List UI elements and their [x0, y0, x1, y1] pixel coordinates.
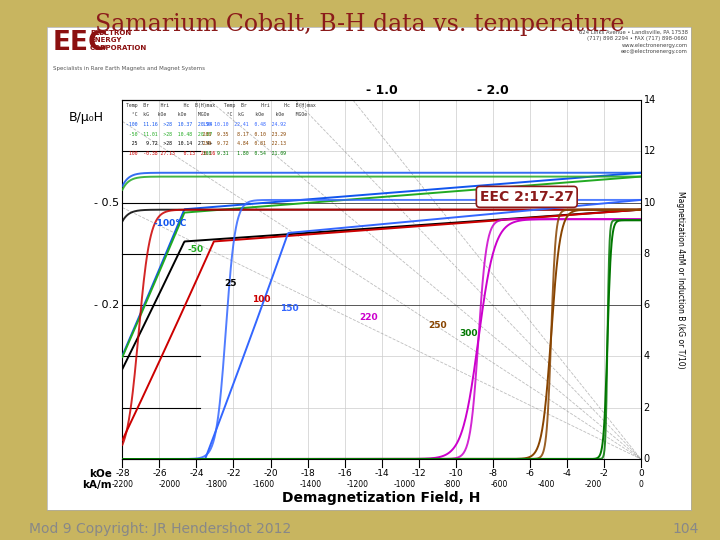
Text: 25: 25 [224, 279, 237, 288]
Text: 200  9.35   8.17  0.10  23.29: 200 9.35 8.17 0.10 23.29 [194, 132, 287, 137]
Text: 0: 0 [644, 454, 650, 464]
Text: Temp  Br    Hri     Hc  B(H)max   Temp  Br     Hri     Hc  B(H)max: Temp Br Hri Hc B(H)max Temp Br Hri Hc B(… [126, 103, 316, 107]
Text: -18: -18 [300, 469, 315, 478]
Text: 100  -0.38 27.13   0.13  26.16: 100 -0.38 27.13 0.13 26.16 [126, 151, 215, 156]
Text: 0: 0 [639, 480, 643, 489]
Text: 250  9.72   4.84  0.81  22.13: 250 9.72 4.84 0.81 22.13 [194, 141, 287, 146]
Text: - 2.0: - 2.0 [477, 84, 508, 97]
Text: -1400: -1400 [300, 480, 322, 489]
Text: ELECTRON
ENERGY
CORPORATION: ELECTRON ENERGY CORPORATION [90, 30, 148, 51]
Text: 250: 250 [428, 321, 446, 330]
Text: kOe: kOe [89, 469, 112, 479]
Text: 25   9.72  >28  10.14  27.4+: 25 9.72 >28 10.14 27.4+ [126, 141, 212, 146]
Text: -26: -26 [152, 469, 167, 478]
Text: -2000: -2000 [158, 480, 181, 489]
Text: 300: 300 [459, 329, 478, 338]
Text: B/μ₀H: B/μ₀H [68, 111, 104, 124]
Text: -1800: -1800 [206, 480, 228, 489]
Text: -800: -800 [444, 480, 461, 489]
Text: -6: -6 [525, 469, 534, 478]
Text: Specialists in Rare Earth Magnets and Magnet Systems: Specialists in Rare Earth Magnets and Ma… [53, 66, 204, 71]
Text: -600: -600 [491, 480, 508, 489]
Text: -16: -16 [337, 469, 352, 478]
Text: kA/m: kA/m [82, 480, 112, 490]
Text: °C  kG   kOe    kOe    MGOe      °C  kG    kOe    kOe    MGOe: °C kG kOe kOe MGOe °C kG kOe kOe MGOe [126, 112, 307, 117]
Text: 10: 10 [644, 198, 656, 207]
Text: 150 10.10  22.41  0.48  24.92: 150 10.10 22.41 0.48 24.92 [194, 122, 287, 127]
Text: -28: -28 [115, 469, 130, 478]
Text: -400: -400 [538, 480, 555, 489]
Text: 220: 220 [359, 313, 378, 322]
Text: -100  11.16  >28  10.37  20.94: -100 11.16 >28 10.37 20.94 [126, 122, 212, 127]
Text: -4: -4 [562, 469, 571, 478]
Text: -2: -2 [599, 469, 608, 478]
Text: Magnetization 4πM or Induction B (kG or T/10): Magnetization 4πM or Induction B (kG or … [676, 191, 685, 368]
Text: -12: -12 [411, 469, 426, 478]
Text: -50  11.01  >28  10.48  20.87: -50 11.01 >28 10.48 20.87 [126, 132, 212, 137]
Text: -100°C: -100°C [154, 219, 187, 227]
Text: -20: -20 [264, 469, 278, 478]
Text: EEC: EEC [53, 30, 108, 56]
Text: 0: 0 [638, 469, 644, 478]
Text: - 0.2: - 0.2 [94, 300, 119, 310]
Text: -200: -200 [585, 480, 603, 489]
Text: -1600: -1600 [253, 480, 275, 489]
Text: -14: -14 [374, 469, 389, 478]
Text: Mod 9 Copyright: JR Hendershot 2012: Mod 9 Copyright: JR Hendershot 2012 [29, 522, 291, 536]
Text: 300  9.31   1.80  0.54  21.09: 300 9.31 1.80 0.54 21.09 [194, 151, 287, 156]
Text: -8: -8 [488, 469, 498, 478]
Text: -22: -22 [226, 469, 240, 478]
Text: 150: 150 [280, 305, 298, 313]
Text: 6: 6 [644, 300, 650, 310]
Text: 14: 14 [644, 95, 656, 105]
Text: -24: -24 [189, 469, 204, 478]
Text: -1200: -1200 [347, 480, 369, 489]
Text: Samarium Cobalt, B-H data vs. temperature: Samarium Cobalt, B-H data vs. temperatur… [95, 14, 625, 37]
Text: -50: -50 [187, 246, 203, 254]
Text: 4: 4 [644, 352, 650, 361]
Text: 104: 104 [672, 522, 698, 536]
Text: 100: 100 [252, 295, 271, 305]
Text: -1000: -1000 [394, 480, 416, 489]
Text: Demagnetization Field, H: Demagnetization Field, H [282, 491, 481, 505]
Text: - 1.0: - 1.0 [366, 84, 397, 97]
Text: 12: 12 [644, 146, 656, 156]
Text: -10: -10 [449, 469, 463, 478]
Text: 624 Links Avenue • Landisville, PA 17538
(717) 898 2294 • FAX (717) 898-0660
www: 624 Links Avenue • Landisville, PA 17538… [579, 30, 688, 55]
Text: 2: 2 [644, 403, 650, 413]
Text: - 0.5: - 0.5 [94, 198, 119, 207]
Text: 8: 8 [644, 249, 650, 259]
Text: EEC 2:17-27: EEC 2:17-27 [480, 190, 574, 204]
Text: -2200: -2200 [112, 480, 133, 489]
